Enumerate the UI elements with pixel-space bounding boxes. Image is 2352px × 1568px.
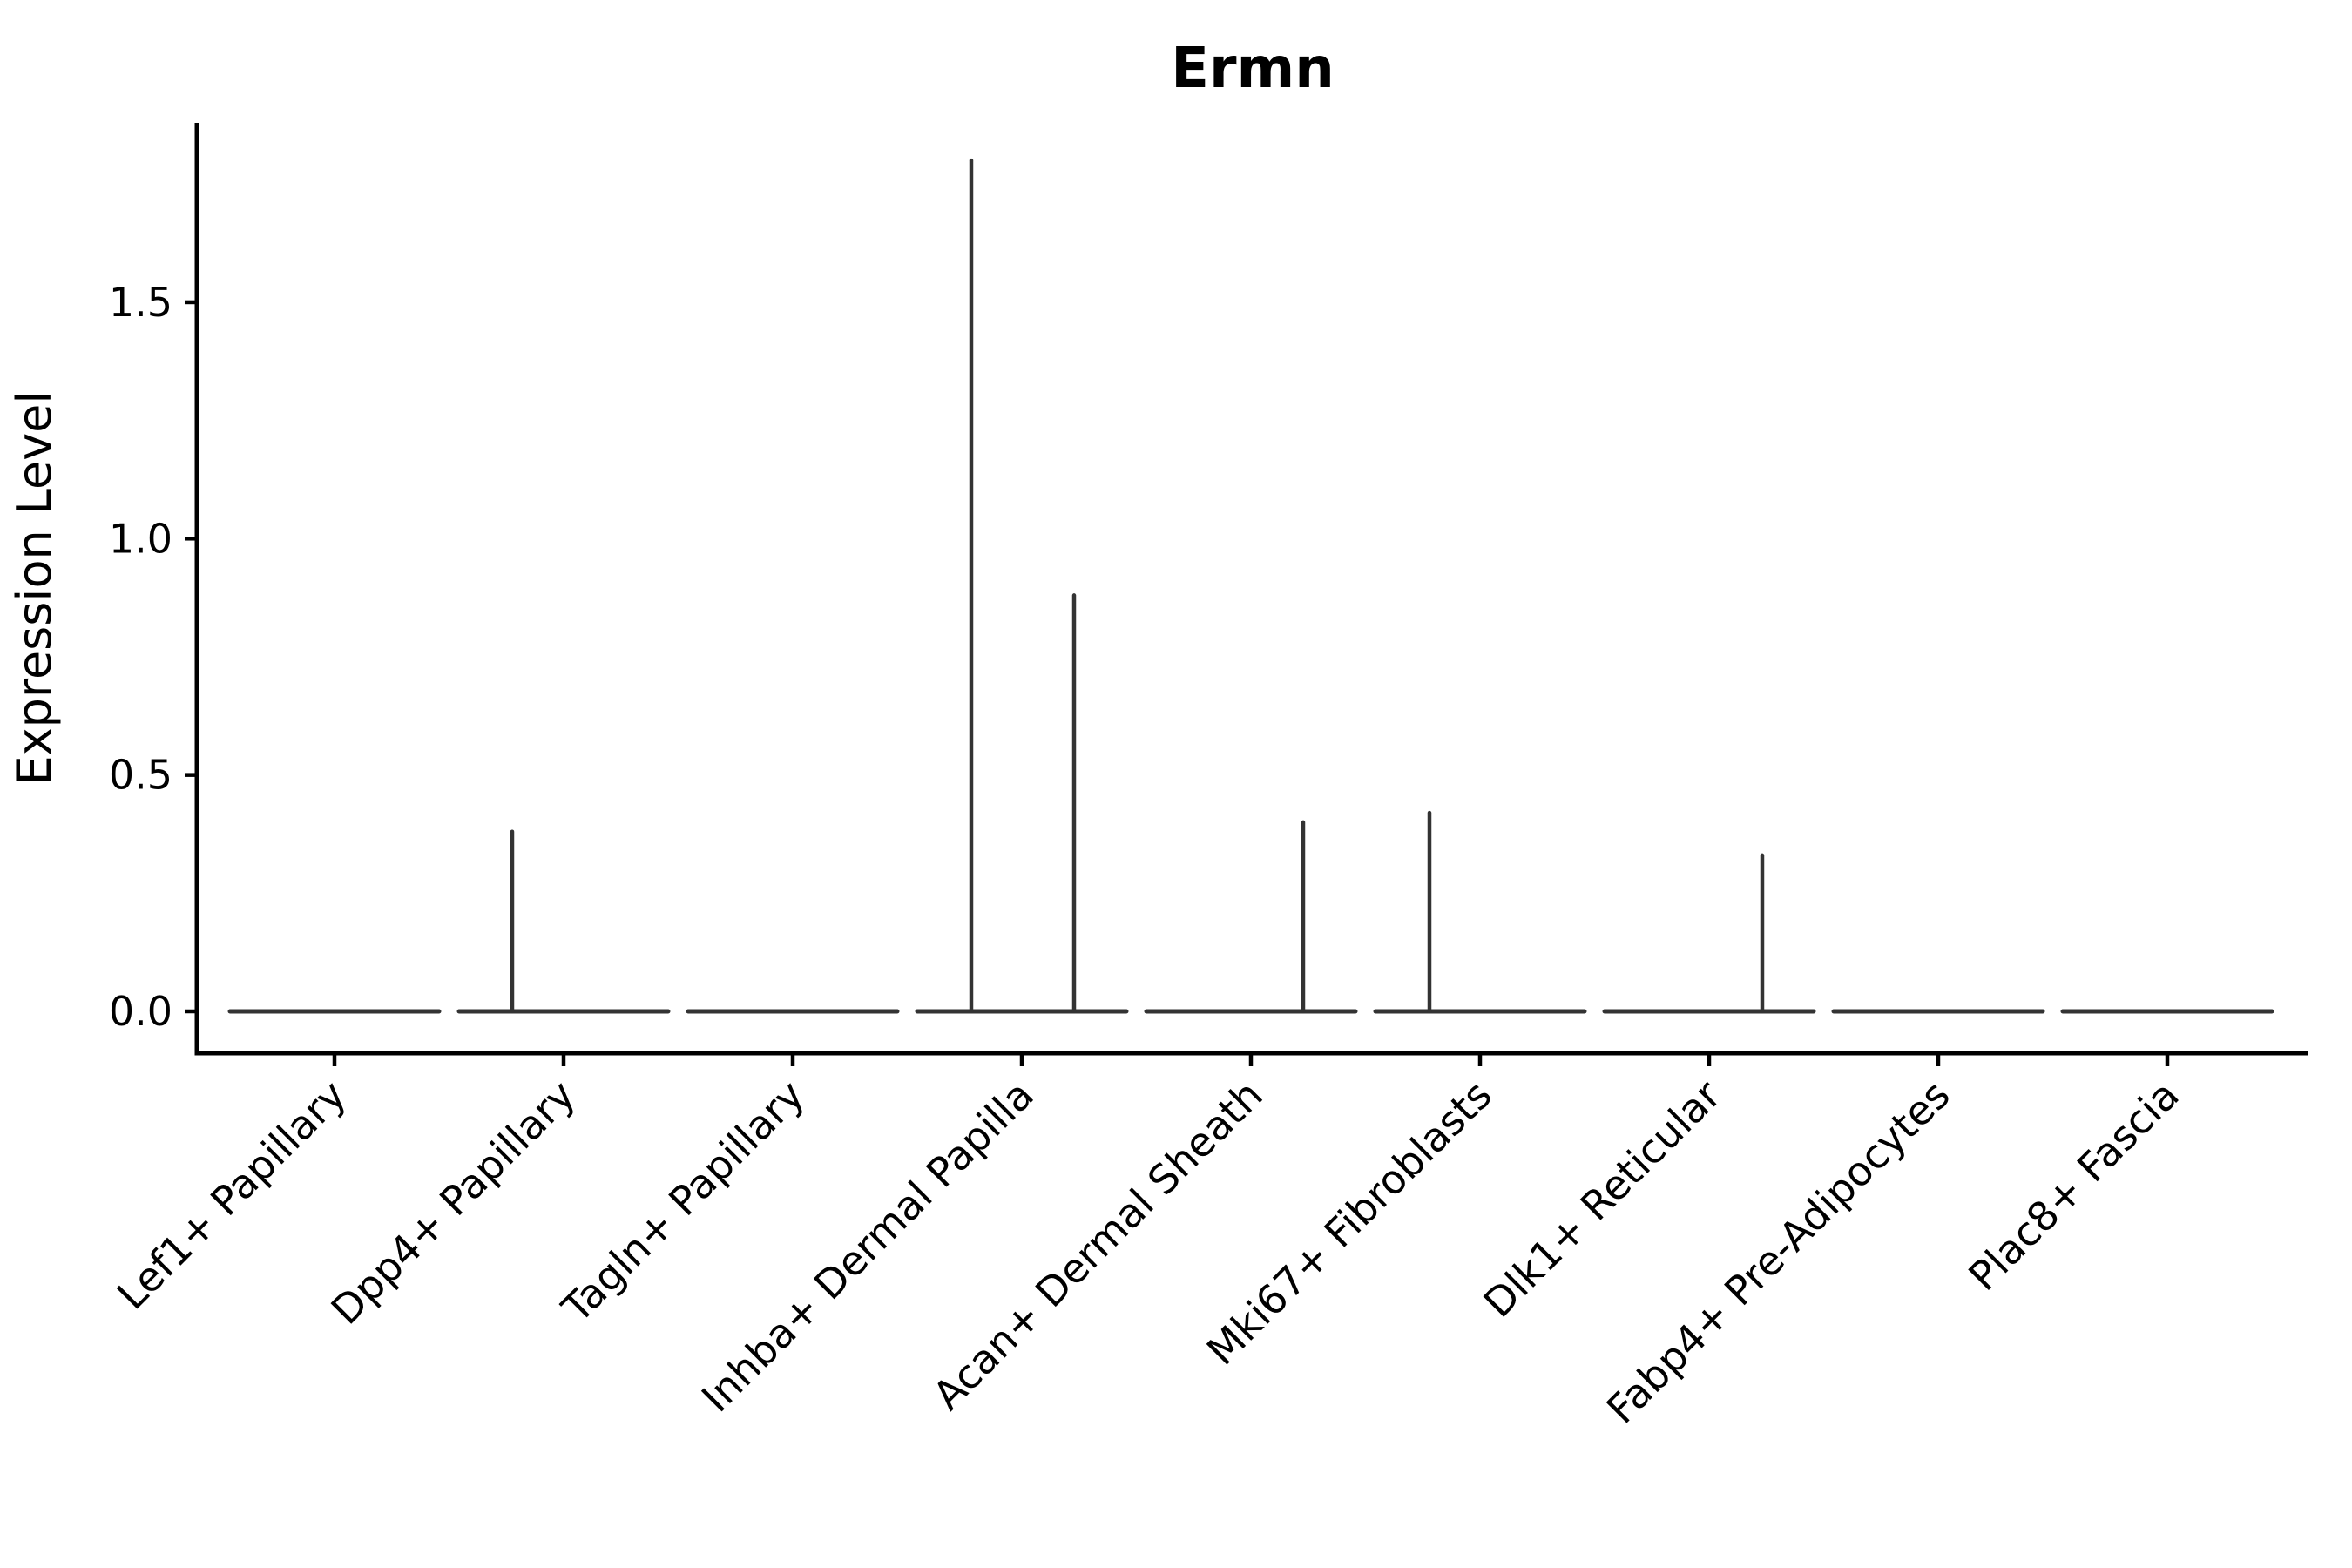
x-tick-label: Dpp4+ Papillary [322,1071,585,1334]
violin [1602,853,1816,1014]
y-tick-label: 0.0 [109,988,172,1035]
y-tick-label: 1.0 [109,515,172,562]
y-tick-label: 0.5 [109,752,172,799]
violin [1373,810,1587,1014]
violin [915,158,1129,1014]
violin [1144,820,1358,1014]
y-tick-label: 1.5 [109,279,172,326]
violins [227,158,2274,1014]
violin [456,829,671,1014]
x-tick-label: Tagln+ Papillary [552,1071,814,1333]
y-axis-label: Expression Level [7,391,62,786]
x-tick-label: Lef1+ Papillary [108,1071,355,1319]
chart-title: Ermn [1171,37,1335,101]
x-tick-label: Plac8+ Fascia [1959,1071,2187,1300]
x-tick-label: Dlk1+ Reticular [1475,1071,1730,1327]
